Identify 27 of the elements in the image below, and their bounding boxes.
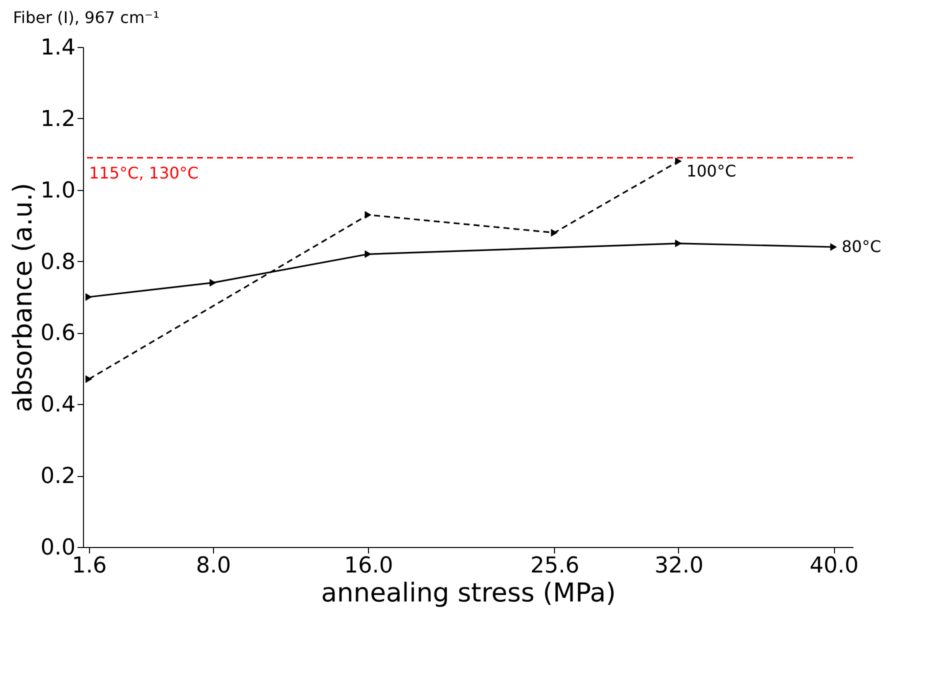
point bbox=[550, 228, 558, 237]
x-tick-label: 16.0 bbox=[344, 554, 394, 578]
point bbox=[830, 243, 837, 251]
series-label: 100°C bbox=[686, 161, 736, 180]
y-tick-label: 0.4 bbox=[40, 392, 76, 418]
chart-title: Fiber (I), 967 cm⁻¹ bbox=[13, 8, 160, 27]
point bbox=[364, 250, 372, 258]
point bbox=[210, 278, 216, 287]
y-tick-label: 0.6 bbox=[40, 321, 76, 346]
x-tick-label: 40.0 bbox=[810, 554, 859, 578]
y-tick-label: 0.2 bbox=[40, 464, 76, 490]
x-axis-title: annealing stress (MPa) bbox=[321, 578, 616, 608]
series-label: 80°C bbox=[842, 237, 882, 256]
ref-line-label: 115°C, 130°C bbox=[89, 164, 199, 183]
y-tick-label: 1.4 bbox=[40, 36, 76, 60]
y-tick-label: 0.8 bbox=[40, 250, 76, 275]
point bbox=[85, 293, 92, 301]
x-tick-label: 32.0 bbox=[654, 554, 704, 578]
point bbox=[675, 157, 682, 166]
x-tick-label: 25.6 bbox=[530, 554, 580, 578]
y-tick-label: 1.2 bbox=[40, 106, 76, 132]
x-tick-label: 8.0 bbox=[196, 554, 231, 578]
y-tick-label: 1.0 bbox=[40, 178, 76, 204]
point bbox=[675, 240, 682, 248]
y-axis-title: absorbance (a.u.) bbox=[8, 182, 39, 412]
point bbox=[364, 210, 372, 219]
point bbox=[85, 375, 92, 384]
